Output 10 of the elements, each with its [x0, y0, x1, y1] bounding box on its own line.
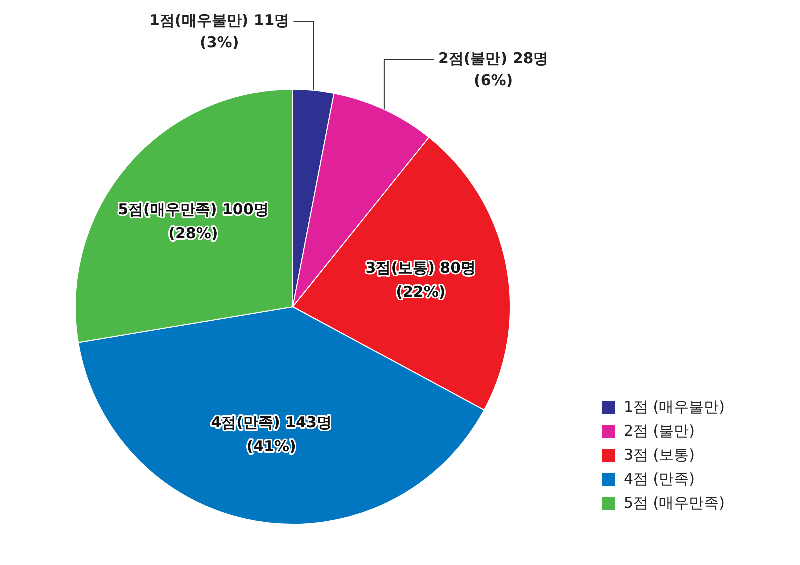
- legend-label: 1점 (매우불만): [624, 398, 725, 416]
- legend-label: 3점 (보통): [624, 446, 695, 464]
- data-label: 2점(불만) 28명 (6%): [438, 49, 549, 90]
- legend-label: 5점 (매우만족): [624, 494, 725, 512]
- data-label: 4점(만족) 143명 (41%): [211, 414, 332, 456]
- legend-label: 2점 (불만): [624, 422, 695, 440]
- legend-label: 4점 (만족): [624, 470, 695, 488]
- data-label: 3점(보통) 80명 (22%): [366, 259, 476, 302]
- data-label: 5점(매우만족) 100명 (28%): [118, 200, 269, 243]
- data-label: 1점(매우불만) 11명 (3%): [149, 11, 290, 52]
